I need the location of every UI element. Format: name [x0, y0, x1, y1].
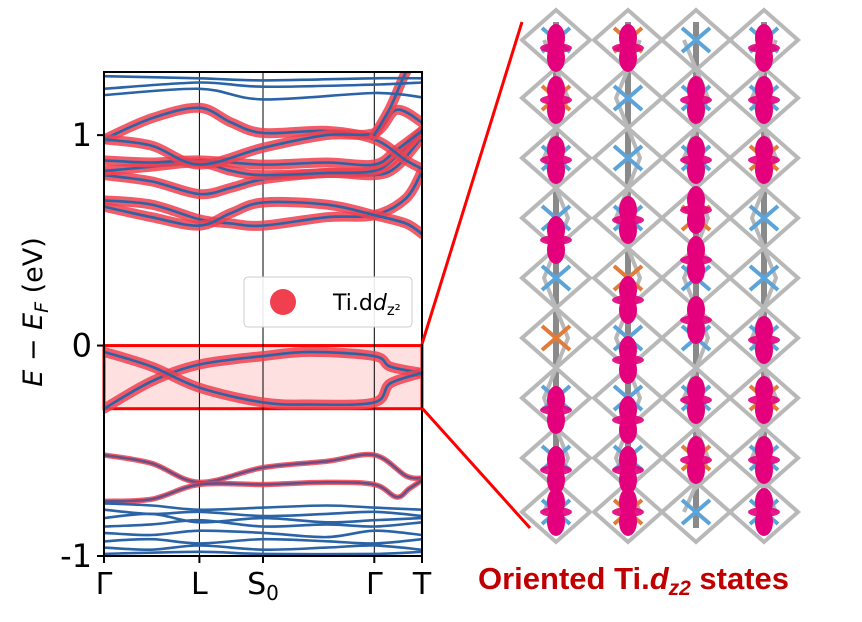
- orbital-ring: [748, 43, 780, 53]
- orbital-ring: [540, 235, 572, 245]
- band-line: [104, 81, 422, 91]
- legend-marker: [270, 289, 296, 315]
- orbital-ring: [680, 315, 712, 325]
- octahedron-frame: [726, 305, 802, 371]
- orbital-ring: [612, 355, 644, 365]
- band-line: [104, 537, 422, 545]
- x-tick-label: L: [191, 567, 208, 602]
- octahedron-frame: [726, 365, 802, 431]
- orbital-ring: [680, 95, 712, 105]
- atom-bond-cross: [540, 264, 572, 292]
- y-tick-label: -1: [60, 537, 92, 575]
- band-line: [104, 512, 422, 524]
- y-tick-label: 1: [72, 116, 92, 154]
- band-line: [104, 453, 422, 484]
- orbital-ring: [748, 507, 780, 517]
- band-line: [373, 72, 408, 137]
- crystal-structure-image: [518, 7, 802, 545]
- x-tick-label: T: [412, 567, 432, 602]
- x-axis-ticks: Γ L S0 Γ T: [96, 556, 432, 605]
- orbital-ring: [540, 95, 572, 105]
- band-line: [104, 350, 422, 407]
- band-line: [104, 87, 422, 101]
- orbital-ring: [612, 415, 644, 425]
- atom-bond-cross: [680, 26, 712, 54]
- y-axis-label: E − EF (eV): [18, 237, 53, 387]
- atom-bond-cross: [540, 324, 572, 352]
- structure-caption: Oriented Ti.dz2 states: [478, 561, 789, 600]
- orbital-ring: [540, 405, 572, 415]
- band-line: [104, 550, 422, 556]
- octahedron-frame: [726, 245, 802, 311]
- band-line: [104, 350, 422, 410]
- atom-bond-cross: [748, 204, 780, 232]
- atom-bond-cross: [748, 264, 780, 292]
- zoom-connector-bottom: [420, 406, 532, 530]
- band-line: [104, 502, 422, 512]
- orbital-ring: [540, 155, 572, 165]
- band-line: [104, 478, 422, 503]
- octahedron-frame: [518, 365, 594, 431]
- zoom-connector-top: [420, 21, 524, 345]
- octahedron-frame: [518, 65, 594, 131]
- y-tick-label: 0: [72, 327, 92, 365]
- orbital-ring: [748, 335, 780, 345]
- orbital-ring: [540, 465, 572, 475]
- octahedron-frame: [518, 479, 594, 545]
- legend-label: Ti.ddz²: [332, 291, 401, 319]
- orbital-ring: [680, 395, 712, 405]
- orbital-ring: [540, 43, 572, 53]
- band-line: [104, 74, 422, 82]
- orbital-ring: [748, 455, 780, 465]
- orbital-ring: [680, 155, 712, 165]
- octahedron-frame: [518, 125, 594, 191]
- octahedron-frame: [518, 245, 594, 311]
- x-tick-label: Γ: [96, 567, 113, 602]
- band-line: [104, 200, 422, 236]
- octahedron-frame: [726, 479, 802, 545]
- y-axis-ticks: 1 0 -1: [60, 116, 104, 575]
- atom-bond-cross: [612, 84, 644, 112]
- atom-bond-cross: [680, 498, 712, 526]
- octahedron-frame: [726, 125, 802, 191]
- orbital-ring: [612, 295, 644, 305]
- orbital-ring: [612, 215, 644, 225]
- orbital-ring: [680, 205, 712, 215]
- band-line: [104, 529, 422, 539]
- band-lines: [104, 72, 422, 556]
- octahedron-frame: [726, 425, 802, 491]
- orbital-ring: [748, 95, 780, 105]
- atom-bond-cross: [612, 144, 644, 172]
- band-line: [104, 169, 422, 228]
- octahedron-frame: [518, 425, 594, 491]
- orbital-ring: [748, 395, 780, 405]
- band-line: [104, 518, 422, 528]
- octahedron-frame: [726, 7, 802, 73]
- orbital-ring: [612, 507, 644, 517]
- x-tick-label: S0: [247, 567, 279, 605]
- orbital-ring: [680, 255, 712, 265]
- band-structure-plot: 10-1 Γ L S0 Γ T E − EF (eV) Ti.ddz²: [18, 21, 532, 605]
- octahedron-frame: [518, 305, 594, 371]
- orbital-ring: [680, 455, 712, 465]
- orbital-ring: [748, 155, 780, 165]
- orbital-ring: [540, 507, 572, 517]
- octahedron-frame: [726, 65, 802, 131]
- octahedron-frame: [518, 7, 594, 73]
- legend: Ti.ddz²: [243, 276, 413, 328]
- orbital-ring: [612, 43, 644, 53]
- octahedron-frame: [726, 185, 802, 251]
- orbital-ring: [612, 465, 644, 475]
- x-tick-label: Γ: [366, 567, 383, 602]
- band-line: [104, 106, 422, 171]
- band-line: [104, 544, 422, 552]
